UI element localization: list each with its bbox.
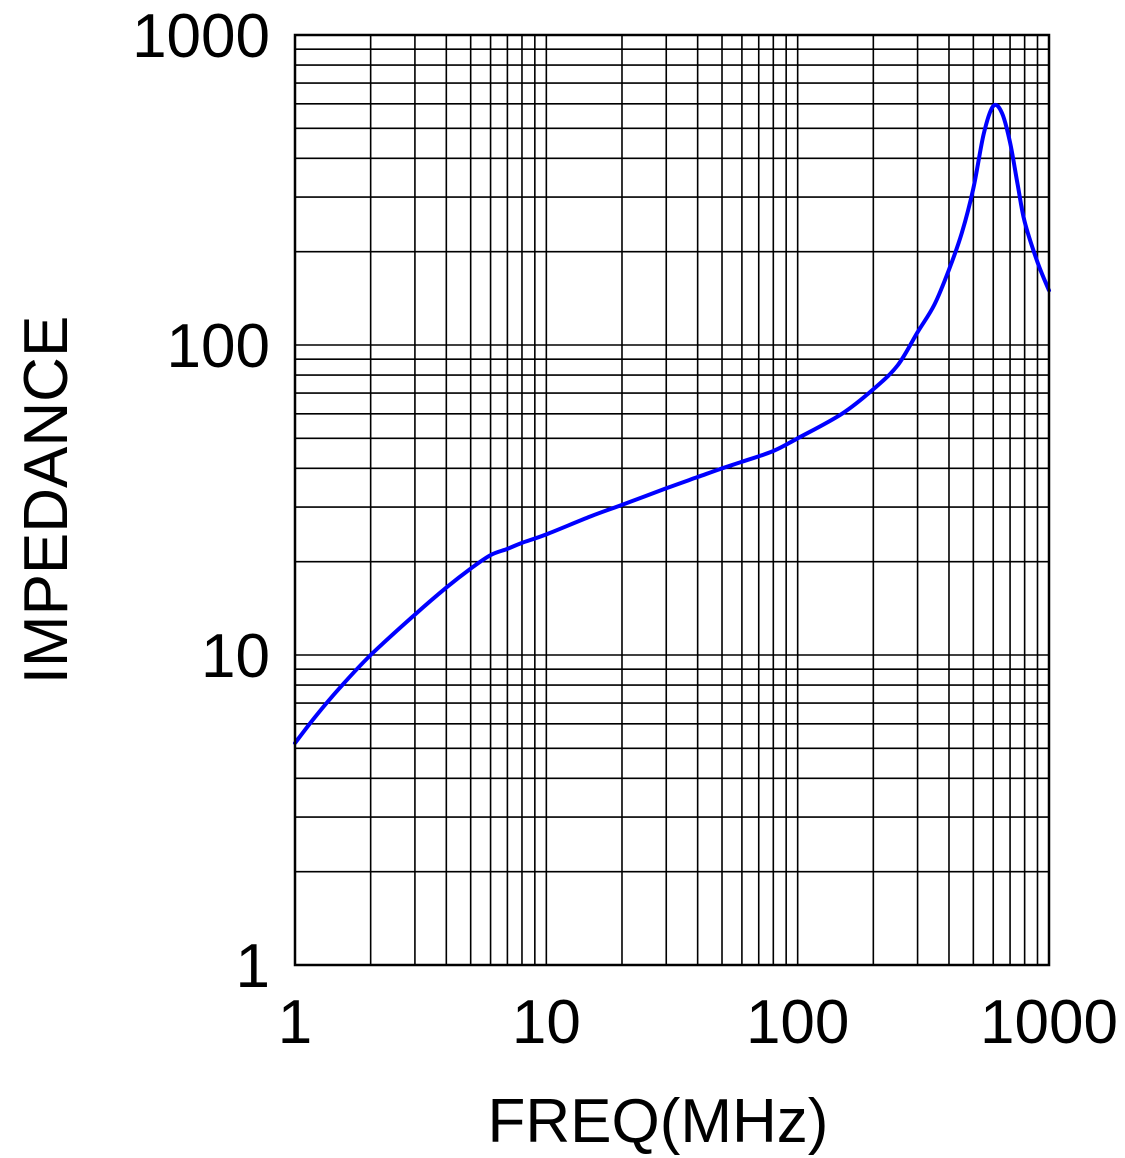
grid-layer [295, 35, 1049, 965]
y-tick-label: 100 [167, 312, 270, 381]
series-layer [293, 102, 1051, 746]
x-tick-labels: 1 10 100 1000 [278, 988, 1118, 1057]
x-tick-label: 1000 [980, 988, 1118, 1057]
x-axis-title: FREQ(MHz) [488, 1087, 829, 1156]
y-tick-label: 1000 [132, 2, 270, 71]
y-tick-labels: 1 10 100 1000 [132, 2, 270, 1001]
plot-frame [293, 33, 1051, 967]
y-tick-label: 10 [201, 622, 270, 691]
x-tick-label: 1 [278, 988, 312, 1057]
y-axis-title: IMPEDANCE [12, 316, 81, 685]
x-tick-label: 100 [746, 988, 849, 1057]
y-tick-label: 1 [236, 932, 270, 1001]
impedance-series-line [293, 102, 1051, 746]
x-tick-label: 10 [512, 988, 581, 1057]
